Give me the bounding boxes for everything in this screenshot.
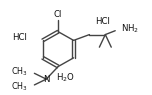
- Text: NH$_2$: NH$_2$: [121, 23, 139, 35]
- Text: Cl: Cl: [54, 10, 62, 19]
- Text: N: N: [43, 75, 50, 84]
- Text: CH$_3$: CH$_3$: [11, 65, 28, 78]
- Text: HCl: HCl: [95, 17, 110, 27]
- Text: H$_2$O: H$_2$O: [56, 72, 75, 84]
- Text: CH$_3$: CH$_3$: [11, 81, 28, 93]
- Text: HCl: HCl: [13, 33, 28, 42]
